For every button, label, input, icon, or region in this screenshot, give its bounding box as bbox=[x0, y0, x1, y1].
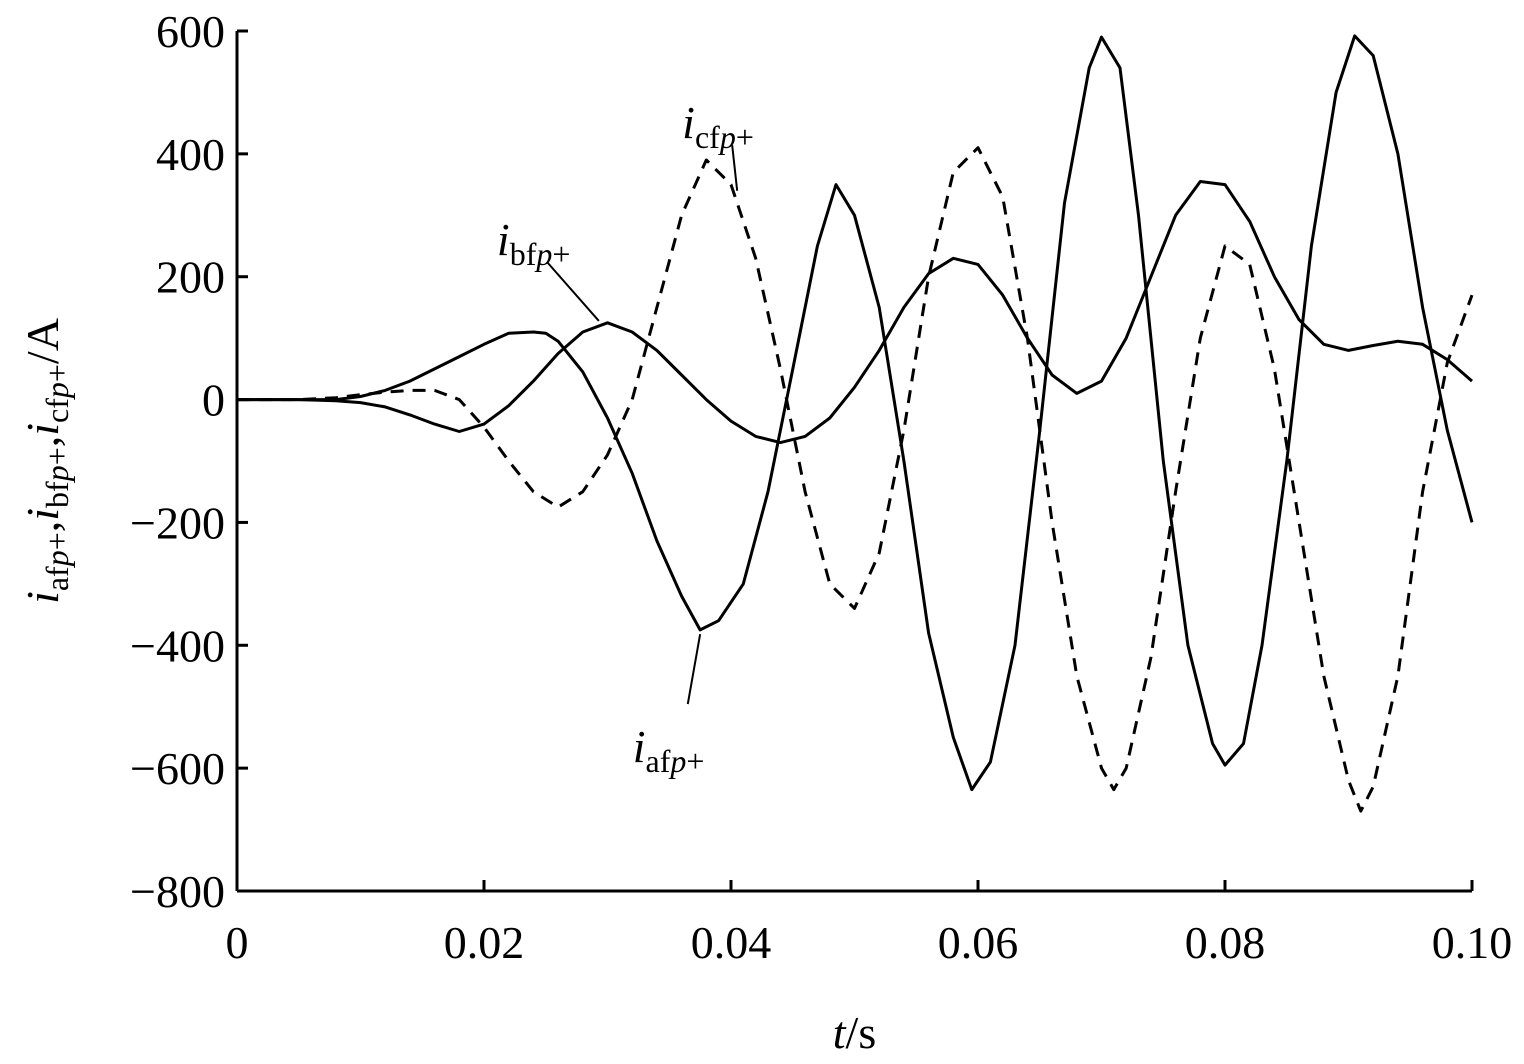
annotation-bf: ibfp+ bbox=[497, 214, 570, 272]
leader-cf bbox=[731, 145, 739, 191]
leader-bf bbox=[546, 261, 600, 322]
leader-af bbox=[686, 634, 702, 705]
x-tick-label: 0 bbox=[226, 917, 249, 968]
annotations: iafp+ ibfp+ icfp+ bbox=[497, 97, 754, 779]
annotation-af: iafp+ bbox=[633, 721, 705, 779]
y-tick-label: 0 bbox=[202, 375, 225, 426]
y-tick-label: 200 bbox=[156, 252, 225, 303]
series-line-cf bbox=[237, 146, 1474, 813]
y-tick-label: −200 bbox=[130, 497, 225, 548]
x-tick-label: 0.08 bbox=[1185, 917, 1266, 968]
y-tick-label: −600 bbox=[130, 743, 225, 794]
x-axis-title: t/s bbox=[833, 1007, 876, 1058]
annotation-cf: icfp+ bbox=[682, 97, 754, 155]
y-tick-label: −800 bbox=[130, 866, 225, 917]
series-line-bf bbox=[237, 180, 1473, 445]
y-tick-label: 600 bbox=[156, 6, 225, 57]
axis-titles: t/s iafp+,ibfp+,icfp+/A bbox=[17, 318, 876, 1058]
series-line-af bbox=[237, 34, 1474, 792]
x-tick-label: 0.10 bbox=[1432, 917, 1513, 968]
y-axis-title: iafp+,ibfp+,icfp+/A bbox=[17, 318, 75, 604]
series-group bbox=[237, 34, 1474, 813]
y-tick-label: −400 bbox=[130, 620, 225, 671]
x-tick-label: 0.04 bbox=[691, 917, 772, 968]
x-tick-label: 0.06 bbox=[938, 917, 1019, 968]
x-tick-label: 0.02 bbox=[444, 917, 525, 968]
y-tick-label: 400 bbox=[156, 129, 225, 180]
axes bbox=[235, 31, 1472, 893]
